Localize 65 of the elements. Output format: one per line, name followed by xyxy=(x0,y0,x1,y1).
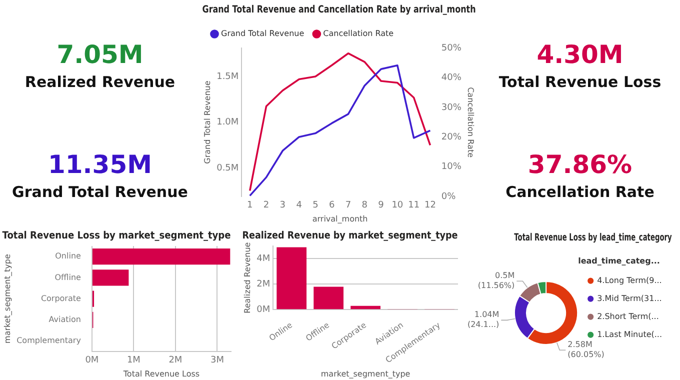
x-tick-label: 1M xyxy=(126,355,140,366)
x-tick-label: 9 xyxy=(378,200,384,210)
text: 11.35M xyxy=(47,150,153,180)
y2-tick-label: 40% xyxy=(441,73,462,84)
y-tick-label: 0.5M xyxy=(216,164,239,174)
bar xyxy=(314,286,344,310)
text: 37.86% xyxy=(526,150,634,180)
text: Grand Total Revenue xyxy=(11,182,189,203)
y-tick-label: 4M xyxy=(256,254,270,264)
x-tick-label: 2 xyxy=(263,200,270,210)
x-axis-title: market_segment_type xyxy=(320,369,410,378)
bar xyxy=(92,248,230,265)
bar xyxy=(92,270,129,286)
text: Realized Revenue xyxy=(24,72,176,93)
x-tick-label: 12 xyxy=(424,200,436,210)
legend-title: lead_time_categ... xyxy=(578,256,660,266)
legend-label: Cancellation Rate xyxy=(323,29,394,38)
x-tick-label: 0M xyxy=(85,355,99,366)
y-axis-title: Grand Total Revenue xyxy=(202,80,212,164)
chart-title: Realized Revenue by market_segment_type xyxy=(242,230,458,242)
y-axis-title: market_segment_type xyxy=(2,254,12,344)
y2-tick-label: 50% xyxy=(441,43,462,54)
data-label: 2.58M (60.05%) xyxy=(568,340,604,360)
bar xyxy=(276,247,307,310)
y2-axis-title: Cancellation Rate xyxy=(466,87,476,158)
text: 4.30M xyxy=(536,40,624,70)
chart-title: Total Revenue Loss by market_segment_type xyxy=(2,230,231,242)
bar xyxy=(350,306,380,310)
y-tick-label: 1.5M xyxy=(216,72,239,82)
text: Total Revenue Loss xyxy=(498,72,662,93)
legend-label: 1.Last Minute(... xyxy=(597,330,662,339)
chart-title: Total Revenue Loss by lead_time_category xyxy=(514,231,672,243)
x-tick-label: 2M xyxy=(168,355,182,366)
legend-label: Grand Total Revenue xyxy=(221,29,304,38)
y-tick-label: Offline xyxy=(54,272,82,282)
x-tick-label: 1 xyxy=(247,200,253,210)
y2-tick-label: 10% xyxy=(441,162,462,172)
legend-label: 4.Long Term(9... xyxy=(597,276,662,285)
y-tick-label: Corporate xyxy=(40,294,82,303)
text: 7.05M xyxy=(56,40,144,70)
y-tick-label: Online xyxy=(55,252,82,261)
x-tick-label: 3M xyxy=(210,355,224,366)
y-tick-label: 2M xyxy=(256,280,270,290)
text: Cancellation Rate xyxy=(504,182,656,203)
data-label: 1.04M (24.1...) xyxy=(467,310,500,330)
x-tick-label: 10 xyxy=(392,200,404,210)
x-tick-label: 5 xyxy=(312,200,318,210)
y-tick-label: 1.0M xyxy=(216,118,239,128)
x-tick-label: 3 xyxy=(280,200,286,210)
x-axis-title: arrival_month xyxy=(312,214,368,224)
x-tick-label: 7 xyxy=(345,200,352,210)
x-tick-label: 4 xyxy=(296,200,302,210)
x-tick-label: 8 xyxy=(362,200,368,210)
legend-label: 2.Short Term(... xyxy=(597,312,659,321)
chart-title: Grand Total Revenue and Cancellation Rate by arrival_month xyxy=(202,4,476,16)
data-label: 0.5M (11.56%) xyxy=(478,271,515,290)
x-axis-title: Total Revenue Loss xyxy=(122,369,200,378)
y-tick-label: 0M xyxy=(256,304,270,315)
y2-tick-label: 30% xyxy=(441,102,462,113)
y-axis-title: Realized Revenue xyxy=(242,242,252,314)
y2-tick-label: 0% xyxy=(441,192,456,202)
legend-label: 3.Mid Term(31... xyxy=(597,294,662,303)
y2-tick-label: 20% xyxy=(441,132,462,143)
x-tick-label: 6 xyxy=(328,200,335,210)
x-tick-label: 11 xyxy=(408,200,420,210)
